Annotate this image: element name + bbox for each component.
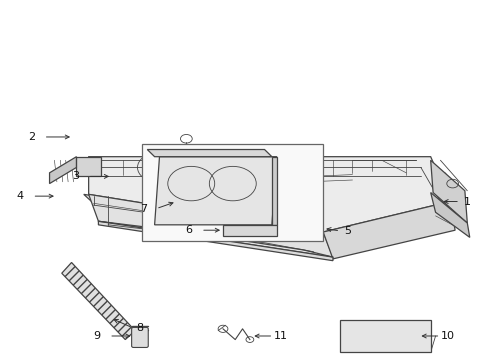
Polygon shape xyxy=(155,157,277,225)
Text: 10: 10 xyxy=(441,331,455,341)
Polygon shape xyxy=(49,157,76,184)
Polygon shape xyxy=(62,262,135,339)
Polygon shape xyxy=(223,225,277,235)
Polygon shape xyxy=(323,202,455,259)
Text: 11: 11 xyxy=(274,331,288,341)
Polygon shape xyxy=(272,157,277,225)
Text: 2: 2 xyxy=(28,132,35,142)
Polygon shape xyxy=(98,221,333,261)
Text: 1: 1 xyxy=(464,197,471,207)
Text: 7: 7 xyxy=(140,204,147,214)
Text: 4: 4 xyxy=(17,191,24,201)
Text: 6: 6 xyxy=(185,225,192,235)
Text: 9: 9 xyxy=(94,331,100,341)
Polygon shape xyxy=(147,149,272,157)
Polygon shape xyxy=(431,160,467,223)
Text: 3: 3 xyxy=(72,171,79,181)
Polygon shape xyxy=(89,194,333,257)
Polygon shape xyxy=(431,193,470,237)
Bar xyxy=(340,320,431,352)
Polygon shape xyxy=(89,157,450,232)
Bar xyxy=(143,144,323,241)
Polygon shape xyxy=(84,194,321,237)
Text: 8: 8 xyxy=(136,323,144,333)
Text: 5: 5 xyxy=(344,226,351,236)
FancyBboxPatch shape xyxy=(132,327,148,347)
Polygon shape xyxy=(76,157,101,176)
